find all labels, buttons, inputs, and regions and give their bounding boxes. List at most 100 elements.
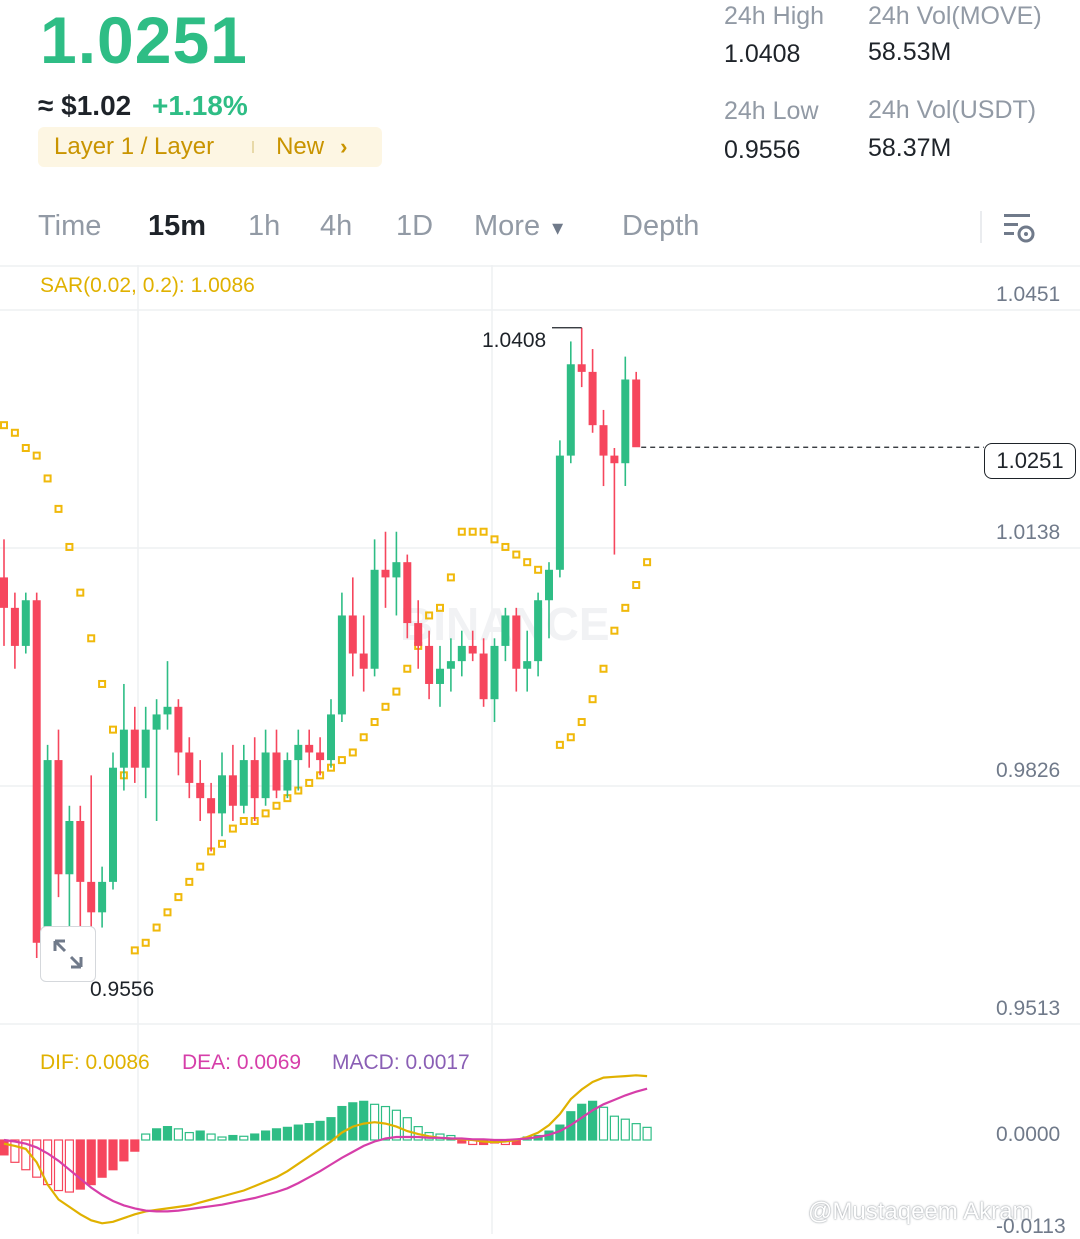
macd-bar — [250, 1133, 260, 1141]
new-tag[interactable]: New — [276, 133, 325, 160]
macd-bar — [282, 1126, 292, 1141]
candle-body — [141, 729, 150, 768]
candles — [0, 327, 984, 977]
tab-1d[interactable]: 1D — [396, 210, 434, 242]
high-value: 1.0408 — [724, 40, 801, 68]
macd-bar — [173, 1128, 183, 1141]
sar-dot — [599, 664, 608, 673]
fullscreen-button[interactable] — [40, 926, 96, 982]
sar-dot — [109, 725, 117, 734]
sar-dot — [130, 946, 139, 955]
low-marker-label: 0.9556 — [90, 978, 155, 1001]
candle-body — [457, 645, 466, 662]
sar-dot — [501, 542, 510, 551]
tab-15m[interactable]: 15m — [148, 210, 207, 242]
sar-dot — [152, 923, 161, 932]
tab-divider — [980, 211, 982, 243]
sar-dot — [403, 664, 412, 673]
macd-bar — [359, 1100, 369, 1141]
candle-body — [109, 767, 117, 882]
candle-body — [392, 562, 401, 578]
candle-body — [76, 820, 85, 882]
category-tag-bar[interactable]: Layer 1 / Layer New › — [38, 127, 382, 167]
candle-body — [566, 364, 575, 456]
candle-body — [152, 714, 161, 730]
candle-body — [555, 455, 564, 570]
tab-depth[interactable]: Depth — [622, 210, 700, 242]
chart-grid — [0, 265, 1080, 1234]
macd-bar — [337, 1105, 347, 1141]
sar-dot — [239, 816, 248, 825]
caret-down-icon: ▾ — [552, 215, 564, 240]
candle-body — [10, 607, 19, 646]
sar-dot — [555, 740, 564, 749]
macd-bar — [271, 1128, 282, 1141]
current-price-tag: 1.0251 — [984, 443, 1076, 479]
candle-body — [305, 744, 314, 753]
candle-body — [272, 752, 281, 791]
candle-body — [414, 623, 423, 646]
candlestick-chart[interactable]: BINANCE — [0, 265, 1080, 1234]
sar-dot — [163, 908, 172, 917]
sar-dot — [632, 581, 641, 590]
sar-dot — [425, 611, 434, 620]
macd-bar — [86, 1139, 96, 1186]
candle-body — [599, 425, 608, 456]
candle-body — [196, 782, 205, 799]
candle-body — [436, 668, 444, 684]
candle-body — [588, 371, 597, 426]
sar-dot — [436, 603, 444, 612]
sar-dot — [76, 588, 85, 597]
sar-dot — [621, 603, 630, 612]
sar-dot — [185, 877, 194, 886]
macd-bar — [642, 1126, 652, 1141]
macd-scale-label: 0.0000 — [996, 1123, 1061, 1146]
candle-body — [327, 714, 335, 761]
sar-dot — [392, 687, 401, 696]
dif-line — [3, 1074, 648, 1225]
candle-body — [610, 455, 619, 464]
macd-bar — [598, 1106, 609, 1141]
macd-bar — [206, 1133, 216, 1141]
user-watermark: @Mustaqeem Akram — [808, 1198, 1033, 1225]
sar-dot — [87, 634, 96, 643]
macd-bar — [119, 1139, 129, 1162]
sar-dot — [305, 778, 314, 787]
sar-dot — [337, 756, 346, 765]
candle-body — [501, 615, 510, 646]
sar-dot — [370, 718, 379, 727]
sar-indicator: SAR(0.02, 0.2): 1.0086 — [40, 274, 255, 297]
tab-more[interactable]: More ▾ — [474, 210, 563, 243]
tag-divider — [252, 141, 255, 153]
candle-body — [316, 752, 325, 761]
macd-bar — [141, 1133, 151, 1141]
candle-body — [87, 881, 96, 913]
low-label: 24h Low — [724, 97, 819, 125]
candle-body — [174, 706, 183, 753]
candle-body — [163, 706, 172, 715]
sar-dot — [218, 839, 226, 848]
candle-body — [261, 752, 270, 799]
macd-bar — [195, 1130, 205, 1141]
macd-bar — [10, 1139, 20, 1163]
candle-body — [446, 661, 455, 669]
macd-bar — [152, 1128, 162, 1141]
candle-body — [98, 881, 107, 913]
macd-bar — [631, 1123, 641, 1141]
macd-bar — [162, 1126, 173, 1141]
candle-body — [337, 615, 346, 715]
candle-body — [21, 600, 30, 646]
vol-quote-value: 58.37M — [868, 134, 952, 162]
category-tag[interactable]: Layer 1 / Layer — [54, 133, 215, 160]
macd-indicator: MACD: 0.0017 — [332, 1051, 470, 1074]
sar-dot — [10, 428, 19, 437]
tab-time[interactable]: Time — [38, 210, 102, 242]
tab-4h[interactable]: 4h — [320, 210, 353, 242]
macd-bar — [304, 1123, 314, 1141]
candle-body — [283, 760, 292, 791]
vol-base-label: 24h Vol(MOVE) — [868, 2, 1042, 30]
tab-1h[interactable]: 1h — [248, 210, 281, 242]
chart-settings-icon[interactable] — [1002, 210, 1036, 244]
macd-panel — [0, 1074, 652, 1225]
macd-bar — [0, 1139, 9, 1156]
